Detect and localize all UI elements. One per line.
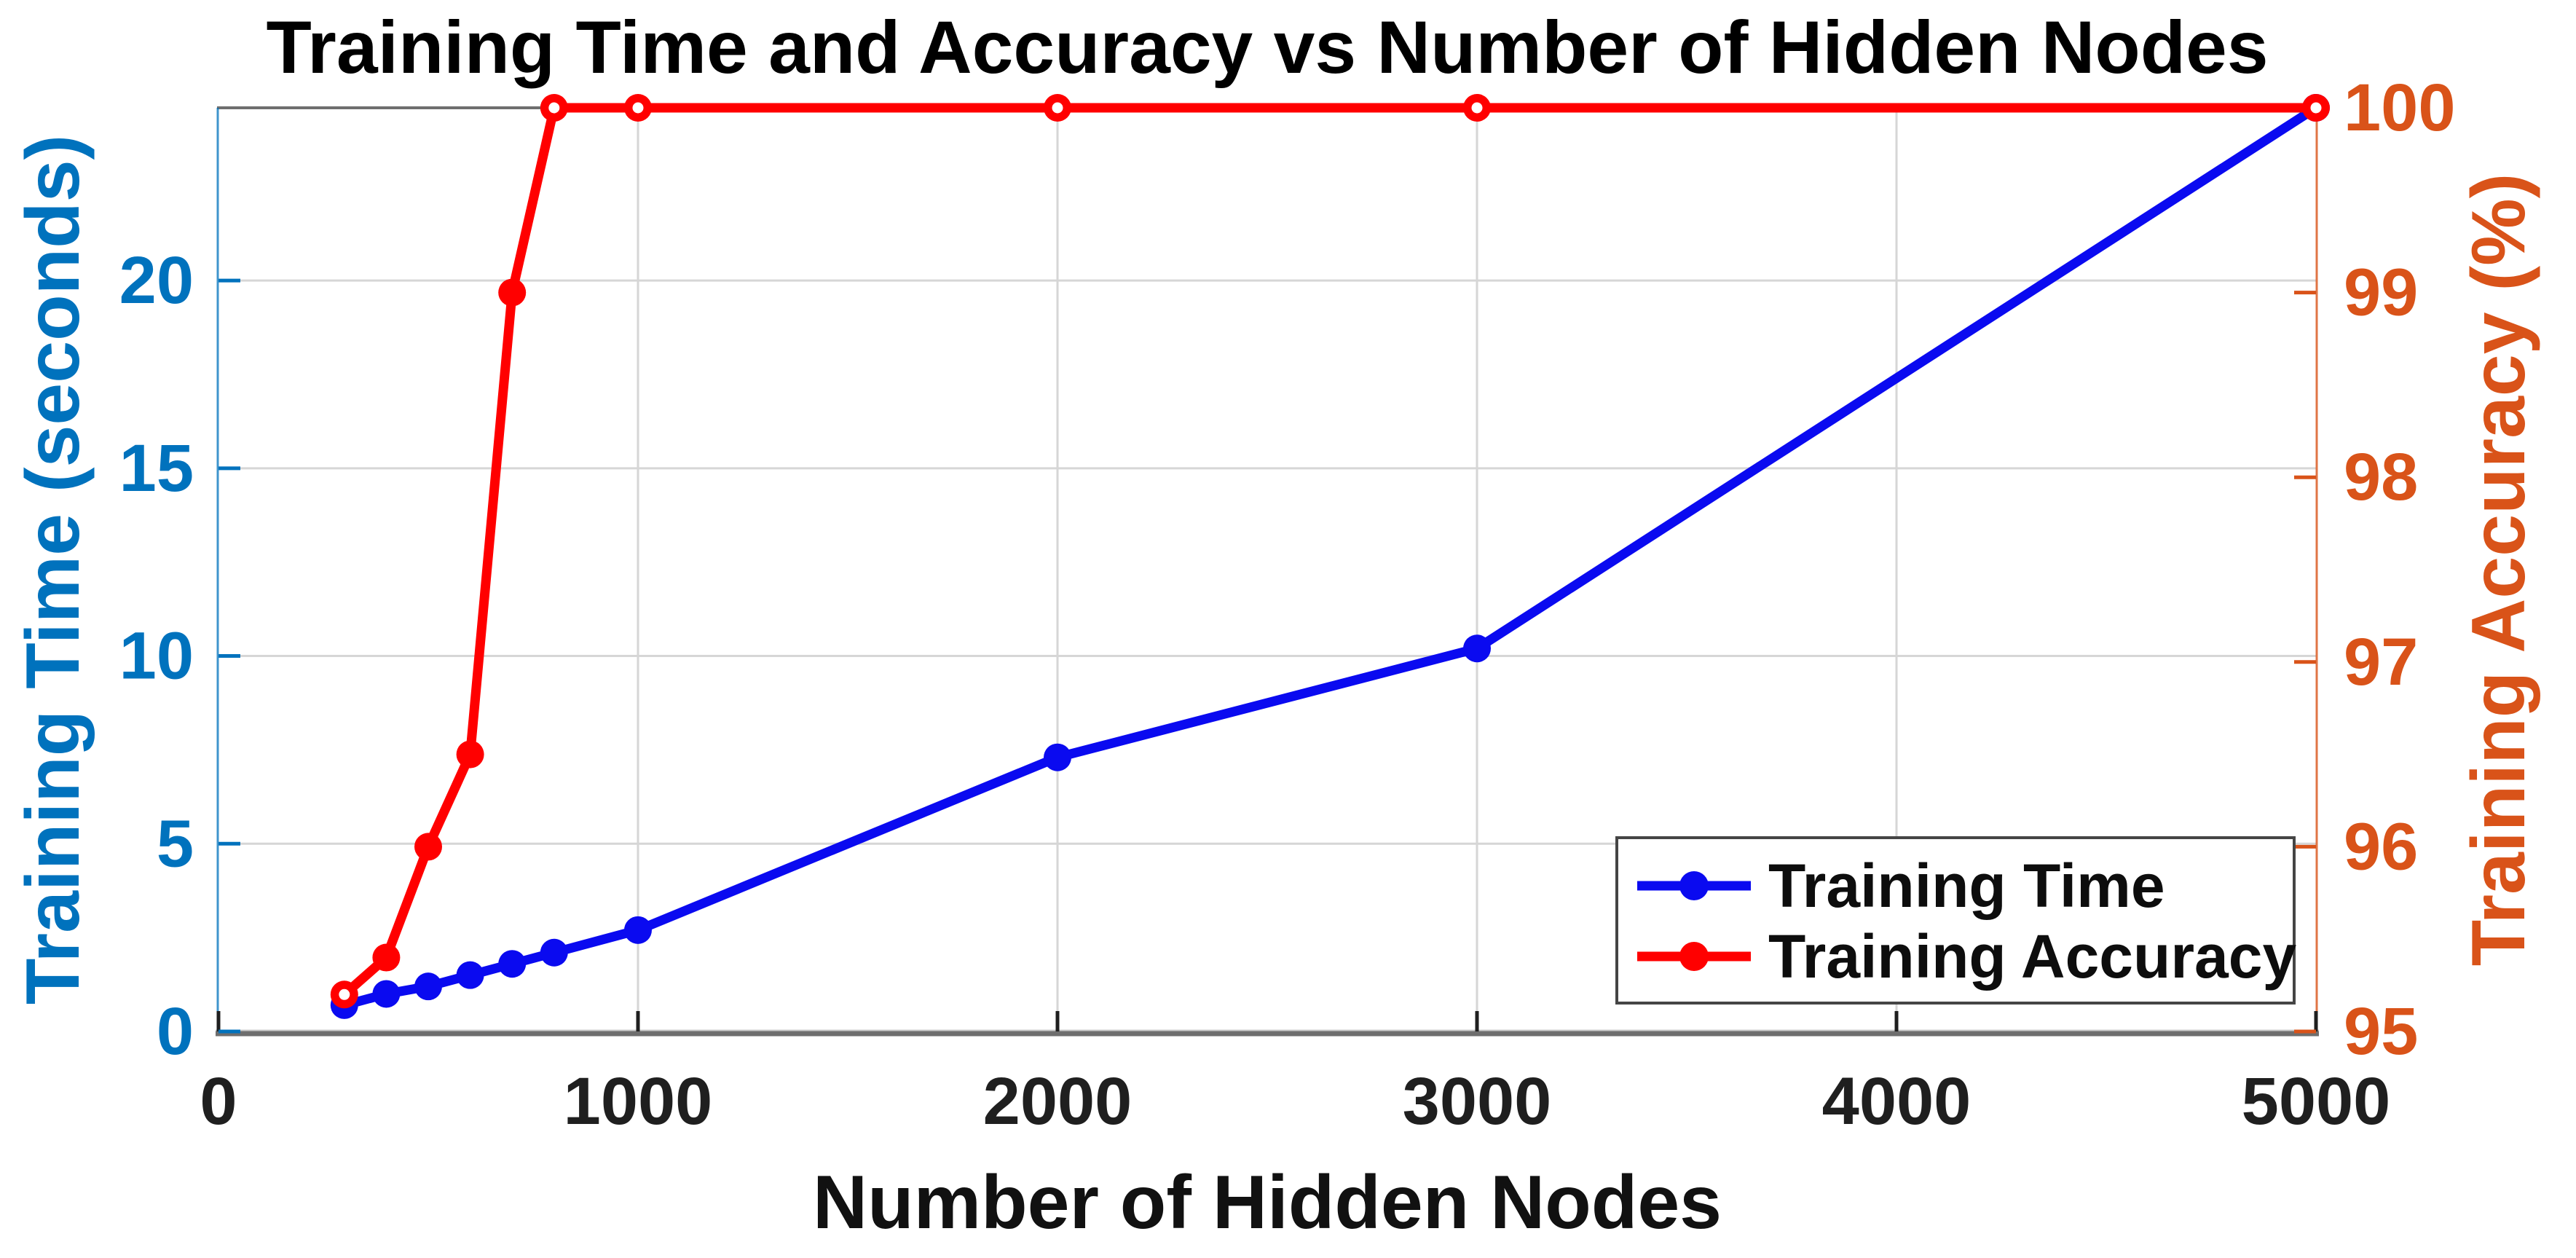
data-point	[498, 278, 527, 307]
x-tick-label: 3000	[1403, 1064, 1552, 1139]
legend: Training Time Training Accuracy	[1615, 836, 2296, 1005]
left-tick-label: 0	[157, 994, 194, 1069]
data-point	[414, 833, 442, 861]
data-point	[1044, 743, 1071, 771]
data-point	[414, 972, 442, 1001]
data-point-hole	[1471, 102, 1483, 114]
legend-marker	[1679, 942, 1709, 971]
right-tick-label: 96	[2344, 809, 2418, 884]
data-point	[372, 943, 401, 972]
x-tick-label: 4000	[1822, 1064, 1972, 1139]
gridlines	[218, 108, 2316, 1031]
data-point-hole	[548, 102, 560, 114]
data-point	[372, 980, 401, 1008]
right-tick-label: 98	[2344, 440, 2418, 514]
chart-title: Training Time and Accuracy vs Number of …	[267, 6, 2269, 89]
right-tick-label: 97	[2344, 625, 2418, 699]
data-point	[498, 950, 527, 978]
data-point	[540, 938, 568, 967]
left-tick-label: 5	[157, 806, 194, 881]
legend-entry-training-accuracy: Training Accuracy	[1637, 922, 2296, 991]
data-point-hole	[632, 102, 644, 114]
tick-marks	[216, 106, 2318, 1034]
data-point	[624, 916, 652, 944]
tick-labels: 0 1000 2000 3000 4000 5000 0 5 10 15 20 95 96 97 98 99 1…	[119, 71, 2456, 1139]
data-point-hole	[339, 988, 350, 1000]
right-tick-label: 99	[2344, 256, 2418, 330]
left-tick-label: 20	[119, 243, 194, 318]
data-point-hole	[1052, 102, 1063, 114]
x-tick-label: 0	[200, 1064, 237, 1139]
data-series	[330, 94, 2330, 1019]
right-tick-label: 100	[2344, 71, 2456, 145]
y-axis-label-right: Training Accuracy (%)	[2457, 173, 2541, 966]
data-point	[1463, 634, 1491, 663]
legend-label: Training Accuracy	[1768, 922, 2296, 991]
data-point	[456, 961, 484, 989]
right-tick-label: 95	[2344, 994, 2418, 1069]
series-line-1	[339, 103, 2321, 999]
legend-label: Training Time	[1768, 852, 2165, 920]
legend-entry-training-time: Training Time	[1637, 852, 2165, 920]
x-tick-label: 5000	[2242, 1064, 2391, 1139]
x-tick-label: 2000	[983, 1064, 1133, 1139]
data-point	[456, 740, 484, 768]
x-axis-label: Number of Hidden Nodes	[813, 1160, 1722, 1245]
series-line-0	[339, 103, 2321, 1010]
left-tick-label: 15	[119, 431, 194, 506]
legend-box	[1615, 836, 2296, 1005]
data-point-hole	[2310, 102, 2322, 114]
x-tick-label: 1000	[564, 1064, 713, 1139]
left-tick-label: 10	[119, 619, 194, 693]
legend-marker	[1679, 871, 1709, 900]
y-axis-label-left: Training Time (seconds)	[11, 135, 95, 1005]
